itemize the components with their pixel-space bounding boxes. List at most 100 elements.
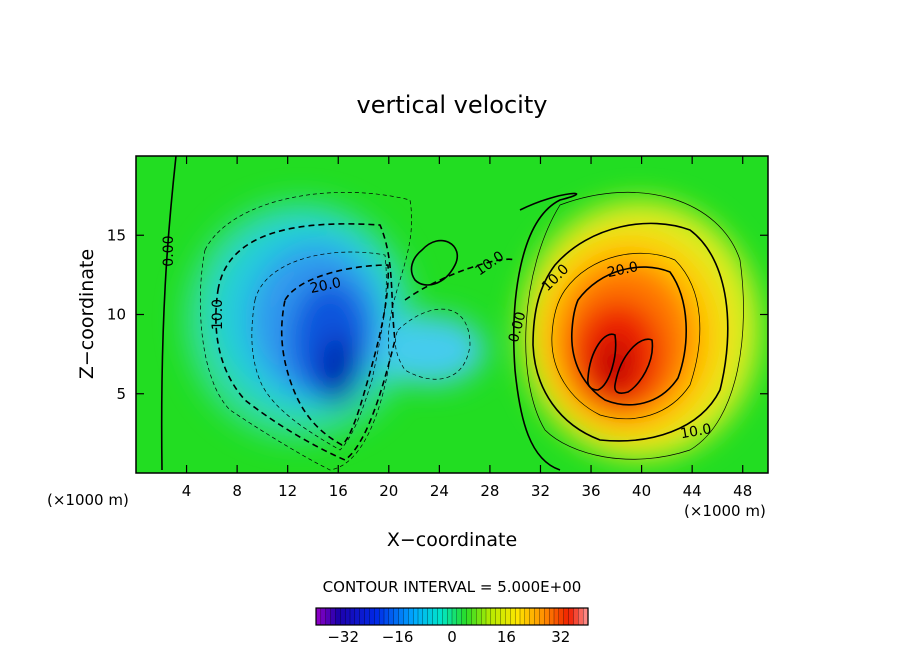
- colorbar-swatch: [548, 607, 555, 626]
- contour-neg10: [215, 223, 396, 461]
- colorbar-swatch: [485, 607, 492, 626]
- y-tick-label: 5: [116, 385, 126, 403]
- contour-neg5: [199, 191, 412, 471]
- colorbar-swatch: [490, 607, 497, 626]
- colorbar-swatch: [417, 607, 424, 626]
- colorbar-swatch: [320, 607, 327, 626]
- colorbar-swatch: [442, 607, 448, 626]
- colorbar-swatch: [529, 607, 536, 626]
- contour-label: 10.0: [679, 421, 712, 442]
- contour-pos15: [551, 252, 701, 420]
- colorbar-swatch: [393, 607, 400, 626]
- contour-neg15: [251, 251, 387, 451]
- colorbar-swatch: [534, 607, 540, 626]
- x-tick-label: 44: [683, 482, 702, 500]
- x-tick-label: 20: [379, 482, 398, 500]
- x-tick-label: 32: [531, 482, 550, 500]
- x-tick-label: 40: [632, 482, 651, 500]
- colorbar-swatch: [374, 607, 380, 626]
- y-tick-label: 15: [107, 226, 126, 244]
- contour-neg-tail-10: [404, 258, 516, 301]
- colorbar-ticks: −32 −16 0 16 32: [327, 628, 570, 646]
- colorbar-swatch: [364, 607, 370, 626]
- colorbar-swatch: [553, 607, 560, 626]
- colorbar-swatch: [437, 607, 443, 626]
- colorbar-swatch: [359, 607, 366, 626]
- velocity-field: [185, 200, 760, 460]
- downdraft-tail: [375, 315, 485, 385]
- y-tick-label: 10: [107, 306, 126, 324]
- x-tick-label: 24: [430, 482, 449, 500]
- x-unit-left: (×1000 m): [47, 491, 129, 509]
- contour-label: 10.0: [210, 299, 226, 330]
- colorbar-swatch: [344, 607, 351, 626]
- colorbar-swatch: [471, 607, 477, 626]
- colorbar-tick-label: −32: [327, 628, 359, 646]
- colorbar-swatch: [412, 607, 419, 626]
- contour-pos20: [571, 266, 687, 406]
- colorbar-swatch: [573, 607, 579, 626]
- colorbar-swatch: [325, 607, 332, 626]
- y-axis-ticks: 5 10 15: [107, 226, 768, 403]
- updraft-max: [597, 337, 633, 393]
- contour-label: 20.0: [309, 275, 343, 297]
- contour-neg-tail: [395, 308, 471, 380]
- colorbar-swatch: [544, 607, 550, 626]
- colorbar-tick-label: −16: [382, 628, 414, 646]
- contour-pos5: [525, 192, 744, 460]
- contour-pos10: [532, 222, 729, 442]
- x-tick-label: 4: [182, 482, 192, 500]
- colorbar-swatch: [388, 607, 395, 626]
- x-axis-ticks: 4 8 12 16 20 24 28 32 36 40 44 48: [182, 156, 752, 500]
- colorbar-swatch: [495, 607, 502, 626]
- colorbar-swatch: [340, 607, 346, 626]
- colorbar-swatch: [398, 607, 404, 626]
- colorbar-swatch: [524, 607, 531, 626]
- y-axis-label: Z−coordinate: [76, 249, 98, 379]
- colorbar-swatch: [476, 607, 482, 626]
- colorbar-swatch: [539, 607, 545, 626]
- colorbar-swatch: [510, 607, 516, 626]
- chart-title: vertical velocity: [357, 91, 548, 119]
- colorbar-swatch: [558, 607, 565, 626]
- colorbar-swatch: [514, 607, 521, 626]
- colorbar-swatch: [422, 607, 429, 626]
- contour-label: 0.00: [161, 236, 177, 267]
- colorbar-tick-label: 0: [447, 628, 457, 646]
- colorbar-swatch: [446, 607, 453, 626]
- colorbar-tick-label: 32: [551, 628, 570, 646]
- colorbar-swatch: [432, 607, 438, 626]
- x-tick-label: 48: [733, 482, 752, 500]
- x-tick-label: 12: [278, 482, 297, 500]
- colorbar-swatch: [500, 607, 506, 626]
- downdraft-min: [320, 335, 356, 405]
- contour-zero-right: [513, 192, 578, 471]
- colorbar-swatch: [461, 607, 468, 626]
- x-tick-label: 16: [329, 482, 348, 500]
- contour-neg20: [280, 264, 390, 446]
- contour-max-b: [614, 338, 654, 394]
- colorbar-swatch: [383, 607, 390, 626]
- colorbar-swatch: [315, 607, 322, 626]
- colorbar-swatch: [330, 607, 336, 626]
- colorbar-swatch: [408, 607, 414, 626]
- x-tick-label: 8: [232, 482, 242, 500]
- contour-positive-blob: [410, 239, 458, 286]
- colorbar-swatch: [369, 607, 375, 626]
- colorbar-frame: [315, 607, 589, 626]
- colorbar-swatch: [378, 607, 385, 626]
- contour-label: 0.00: [506, 310, 530, 344]
- colorbar-swatch: [427, 607, 434, 626]
- colorbar-swatch: [568, 607, 574, 626]
- colorbar-swatch: [563, 607, 570, 626]
- colorbar-swatch: [466, 607, 472, 626]
- colorbar-swatch: [349, 607, 356, 626]
- contour-lines: [160, 156, 744, 471]
- contour-zero-left: [160, 156, 177, 471]
- colorbar-swatch: [335, 607, 341, 626]
- colorbar-swatch: [578, 607, 584, 626]
- colorbar-swatch: [519, 607, 526, 626]
- colorbar-swatch: [354, 607, 361, 626]
